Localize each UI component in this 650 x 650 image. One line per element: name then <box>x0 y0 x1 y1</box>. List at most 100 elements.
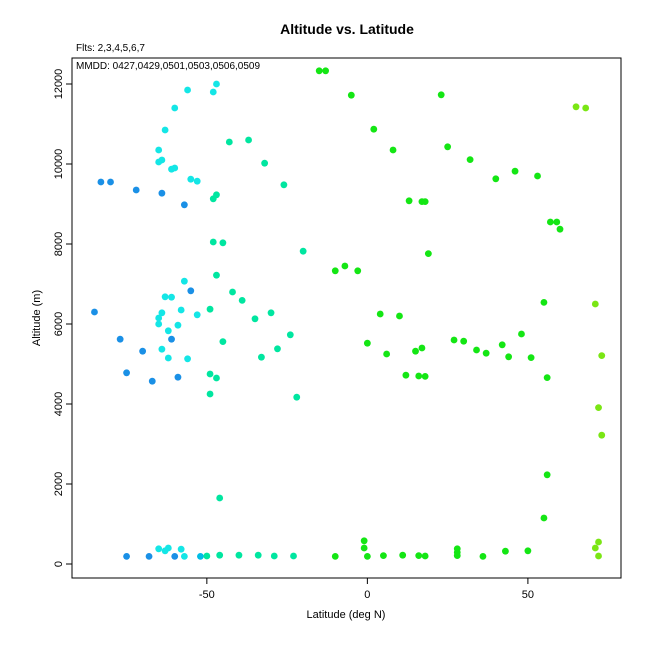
data-point <box>171 553 179 560</box>
data-point <box>498 341 506 349</box>
data-point <box>177 306 185 314</box>
data-point <box>197 553 204 560</box>
dates-annotation: MMDD: 0427,0429,0501,0503,0506,0509 <box>76 61 260 72</box>
data-point <box>402 371 410 379</box>
data-point <box>540 514 548 522</box>
data-point <box>145 553 153 560</box>
data-point <box>598 352 606 359</box>
data-point <box>363 339 371 347</box>
data-point <box>363 553 371 560</box>
data-point <box>254 551 262 559</box>
data-point <box>139 347 147 355</box>
data-point <box>206 390 214 398</box>
data-point <box>527 354 535 361</box>
data-point <box>216 551 224 559</box>
data-point <box>258 353 265 361</box>
data-point <box>158 156 166 164</box>
data-point <box>347 91 355 99</box>
data-point <box>415 552 423 559</box>
y-tick-label: 2000 <box>53 472 65 496</box>
data-point <box>274 345 281 353</box>
data-point <box>251 315 259 323</box>
data-point <box>174 373 182 381</box>
data-point <box>280 181 288 189</box>
data-point <box>148 377 156 385</box>
data-point <box>376 310 384 318</box>
data-point <box>184 86 191 94</box>
data-point <box>534 172 541 180</box>
data-point <box>238 297 246 304</box>
data-point <box>174 321 182 329</box>
data-point <box>270 552 278 560</box>
data-point <box>206 370 214 378</box>
data-point <box>492 175 500 183</box>
data-point <box>418 344 426 352</box>
data-point <box>595 404 602 411</box>
data-point <box>155 545 163 553</box>
flights-annotation: Flts: 2,3,4,5,6,7 <box>76 43 145 54</box>
data-point <box>164 544 172 552</box>
data-point <box>591 544 599 552</box>
data-point <box>161 293 169 301</box>
y-tick-label: 8000 <box>53 232 65 256</box>
data-point <box>553 218 561 226</box>
data-point <box>209 88 217 96</box>
data-point <box>331 267 339 275</box>
x-axis-label: Latitude (deg N) <box>307 609 386 621</box>
data-point <box>502 547 509 555</box>
data-point <box>543 374 551 381</box>
data-point <box>322 67 330 75</box>
data-point <box>193 177 201 185</box>
y-tick-label: 0 <box>53 561 65 567</box>
data-point <box>543 471 551 479</box>
data-point <box>595 552 602 560</box>
data-point <box>187 287 195 295</box>
data-point <box>421 373 429 380</box>
data-point <box>213 374 220 382</box>
y-tick-label: 12000 <box>53 69 65 100</box>
data-point <box>290 552 297 560</box>
data-point <box>444 143 452 151</box>
data-point <box>505 353 513 361</box>
data-point <box>286 331 294 339</box>
data-point <box>177 545 185 553</box>
data-point <box>171 164 179 172</box>
data-point <box>341 262 349 270</box>
data-point <box>482 349 490 357</box>
y-tick-label: 4000 <box>53 392 65 416</box>
data-point <box>155 146 163 154</box>
data-point <box>164 327 172 335</box>
data-point <box>598 431 606 439</box>
data-point <box>203 552 211 560</box>
y-axis-label: Altitude (m) <box>31 290 43 346</box>
data-point <box>158 309 166 317</box>
data-point <box>421 198 429 206</box>
data-point <box>116 335 124 343</box>
data-point <box>389 146 397 154</box>
data-point <box>97 178 105 186</box>
data-point <box>180 201 188 209</box>
data-point <box>315 67 323 75</box>
plot-frame <box>71 57 622 579</box>
data-point <box>168 293 175 301</box>
data-point <box>412 347 419 355</box>
data-point <box>582 104 590 112</box>
y-axis: 0 2000 4000 6000 8000 10000 12000 <box>53 69 72 567</box>
y-tick-label: 10000 <box>53 149 65 180</box>
x-tick-label: 0 <box>364 589 370 601</box>
data-point <box>524 547 532 555</box>
data-point <box>370 125 378 133</box>
data-point <box>107 178 114 186</box>
data-point <box>540 299 548 306</box>
data-point <box>229 288 236 296</box>
data-point <box>572 103 580 111</box>
data-point <box>556 225 564 233</box>
data-point <box>293 393 301 401</box>
data-point <box>511 167 519 175</box>
data-point <box>206 305 214 313</box>
x-tick-label: -50 <box>199 589 215 601</box>
data-point <box>473 346 480 354</box>
data-point <box>360 544 368 552</box>
data-point <box>213 80 220 88</box>
